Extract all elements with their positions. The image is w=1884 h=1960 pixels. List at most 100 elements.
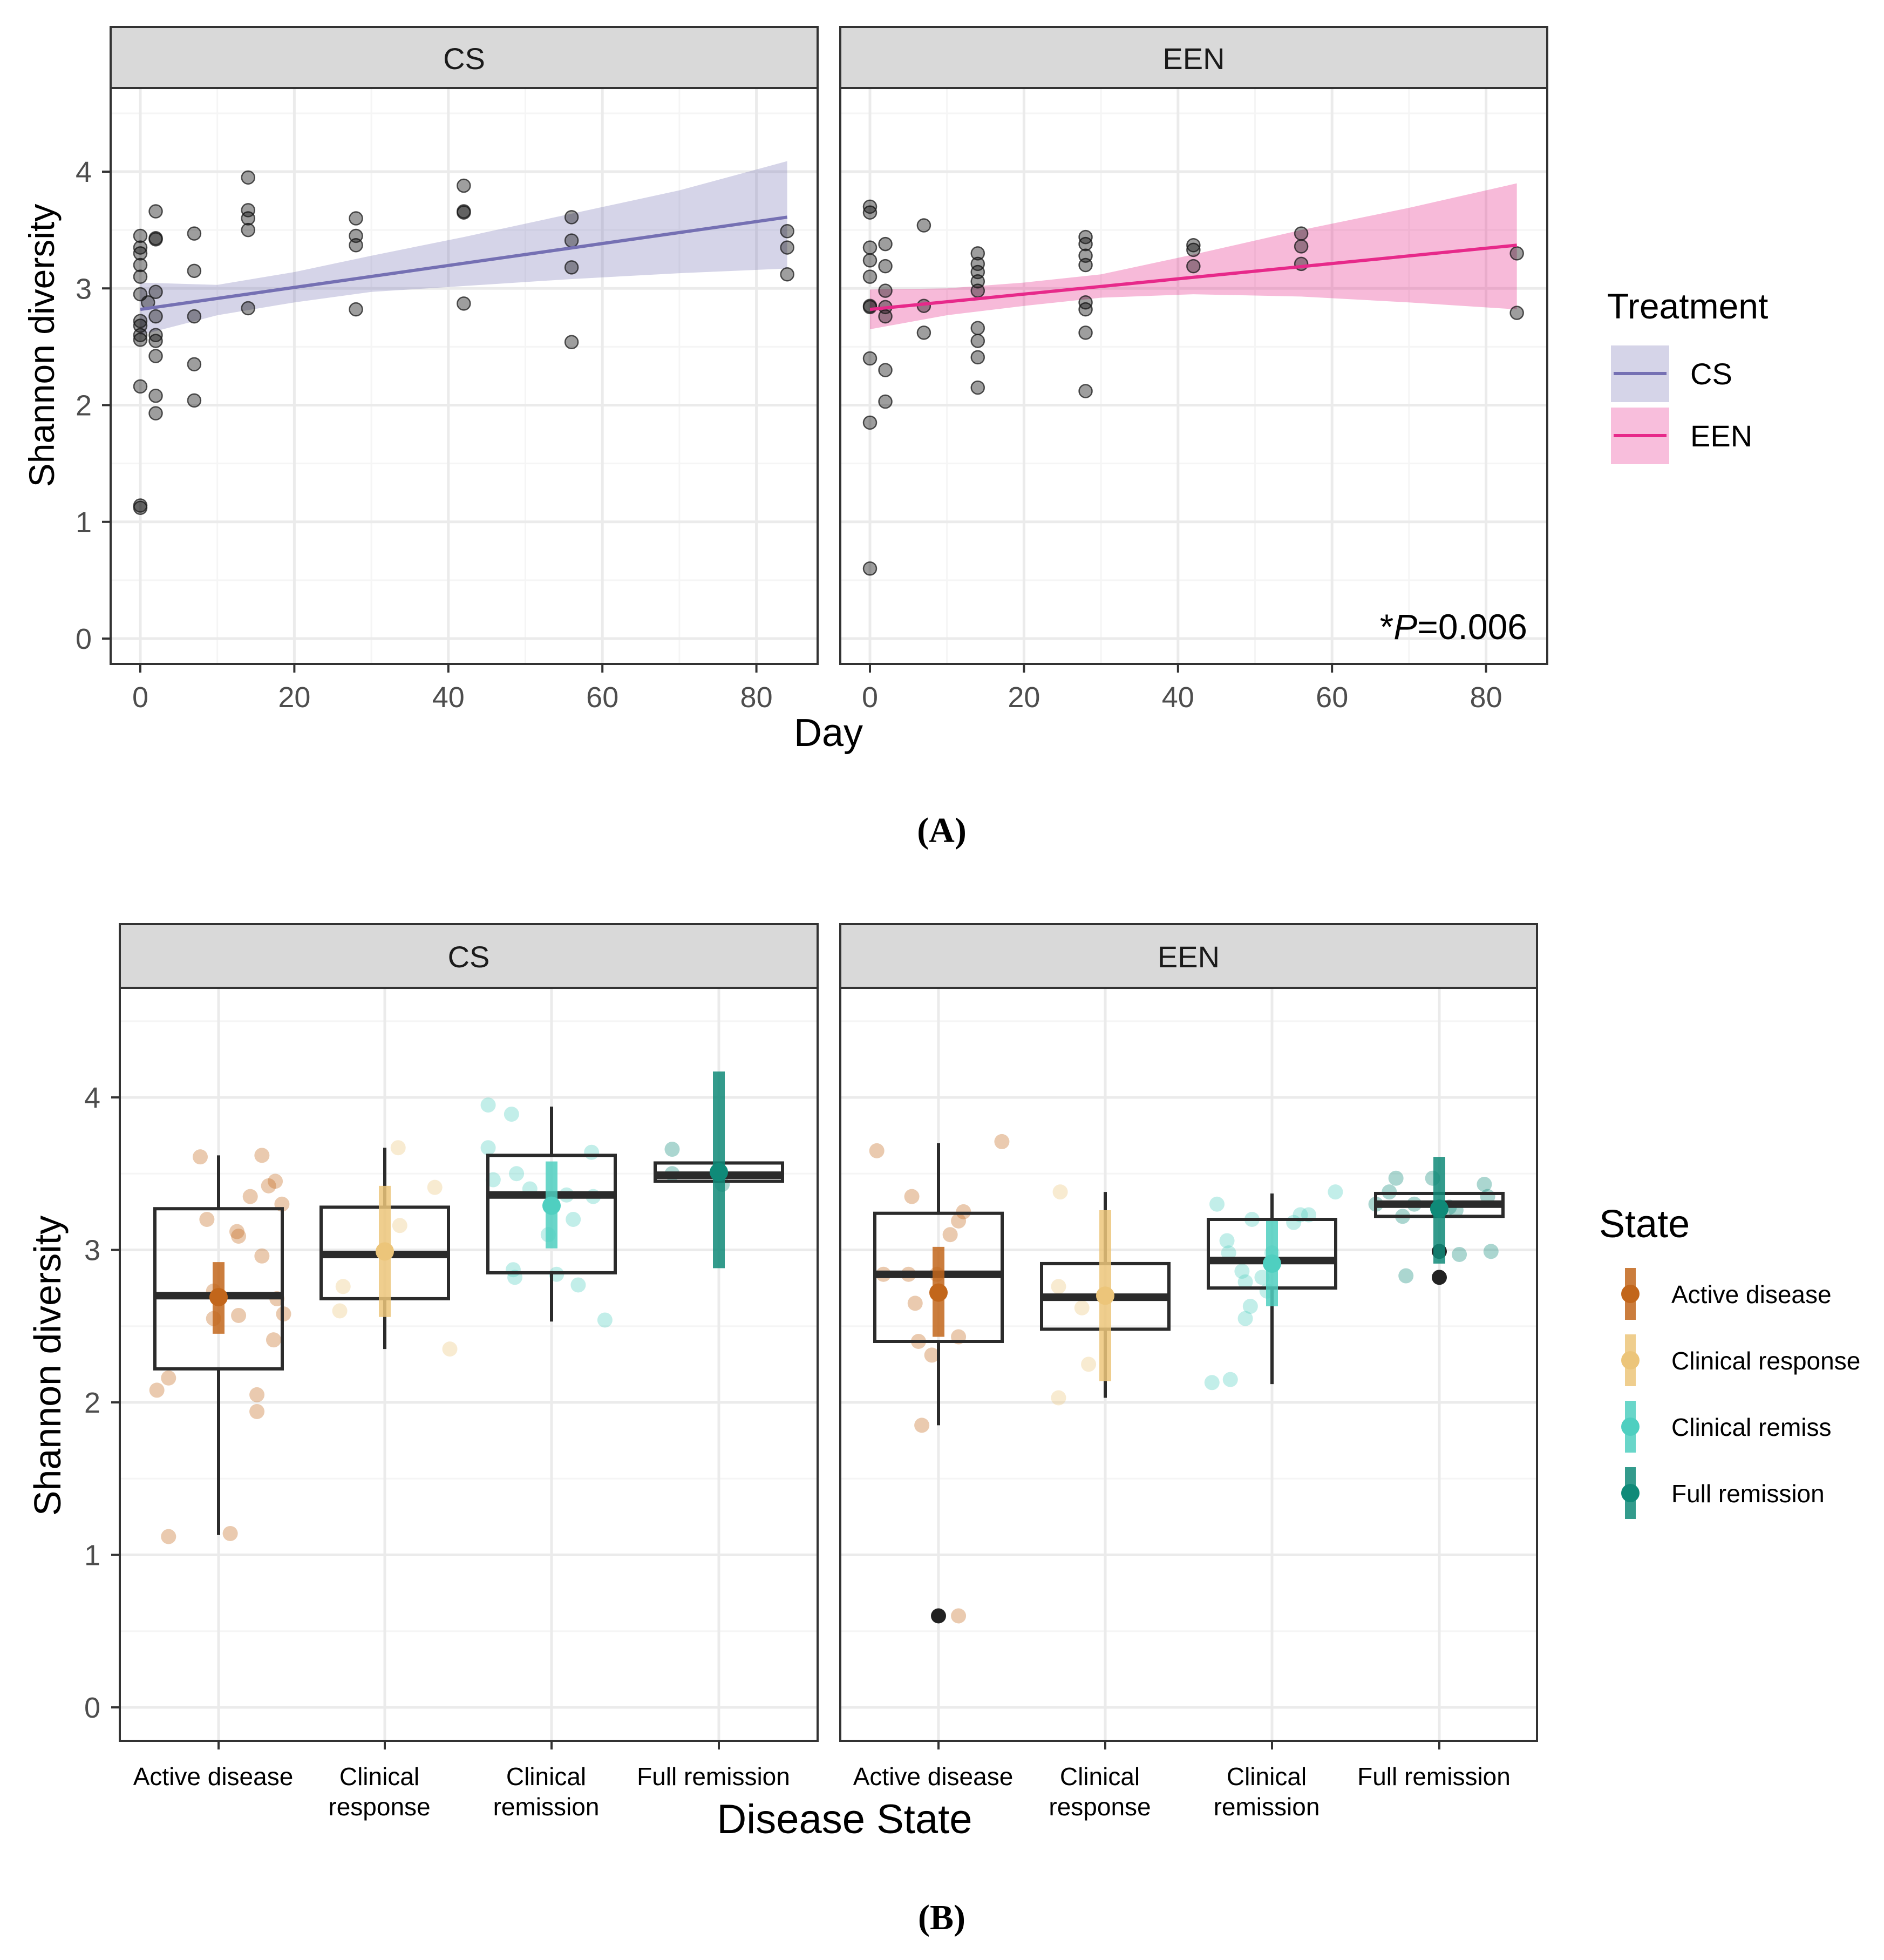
data-point xyxy=(148,349,163,363)
group-active-disease xyxy=(869,1134,1010,1624)
legend-label: CS xyxy=(1690,357,1732,391)
mean-point xyxy=(1263,1254,1281,1273)
data-point xyxy=(970,246,985,261)
jitter-point xyxy=(249,1403,265,1419)
jitter-point xyxy=(907,1296,923,1311)
data-point xyxy=(349,211,363,226)
jitter-point xyxy=(904,1189,920,1204)
data-point xyxy=(780,224,794,239)
group-active-disease xyxy=(149,1148,291,1544)
legend-label: Active disease xyxy=(1671,1280,1832,1308)
confidence-ribbon-cs xyxy=(140,161,787,335)
data-point xyxy=(878,394,893,409)
jitter-point xyxy=(1328,1184,1343,1200)
facet-label: CS xyxy=(443,42,485,76)
data-point xyxy=(241,170,256,185)
legend-label: Clinical remiss xyxy=(1671,1413,1831,1441)
jitter-point xyxy=(1051,1390,1066,1406)
data-point xyxy=(916,325,931,340)
jitter-point xyxy=(664,1142,680,1157)
data-point xyxy=(133,498,148,513)
y-tick-label: 2 xyxy=(76,390,92,422)
jitter-point xyxy=(1074,1300,1090,1315)
data-point xyxy=(878,236,893,252)
plot-background xyxy=(111,88,818,664)
y-tick-label: 3 xyxy=(84,1235,100,1267)
jitter-point xyxy=(193,1149,208,1165)
jitter-point xyxy=(566,1212,581,1227)
legend-label: Clinical response xyxy=(1671,1347,1860,1375)
data-point xyxy=(148,309,163,324)
jitter-point xyxy=(994,1134,1010,1149)
box xyxy=(153,1207,284,1371)
group-clinical-response xyxy=(1040,1184,1171,1406)
jitter-point xyxy=(584,1144,600,1160)
data-point xyxy=(862,269,878,284)
jitter-point xyxy=(222,1525,238,1541)
data-point xyxy=(133,257,148,273)
data-point xyxy=(564,335,579,349)
x-axis-title: Disease State xyxy=(717,1796,972,1842)
data-point xyxy=(133,379,148,394)
data-point xyxy=(1078,229,1093,245)
data-point xyxy=(780,240,794,255)
jitter-point xyxy=(505,1262,521,1278)
jitter-point xyxy=(254,1148,270,1163)
data-point xyxy=(457,178,471,193)
x-tick-label: 20 xyxy=(278,681,310,714)
legend-key-point xyxy=(1621,1418,1640,1436)
facet-label: EEN xyxy=(1162,42,1225,76)
x-tick-label-line: Clinical xyxy=(339,1762,419,1791)
jitter-point xyxy=(504,1107,519,1122)
plot-background xyxy=(120,988,818,1741)
x-tick-label: Clinical remission xyxy=(1214,1762,1320,1821)
legend-title: State xyxy=(1599,1203,1690,1246)
jitter-point xyxy=(390,1140,406,1156)
group-clinical-remission xyxy=(480,1097,617,1328)
data-point xyxy=(970,350,985,365)
jitter-point xyxy=(242,1189,258,1204)
y-tick-label: 4 xyxy=(76,156,92,188)
outlier-point xyxy=(1432,1270,1447,1285)
data-point xyxy=(862,351,878,366)
jitter-point xyxy=(254,1248,270,1264)
p-value-symbol: P xyxy=(1393,607,1417,647)
x-tick-label: 40 xyxy=(1162,681,1194,714)
x-tick-label: Clinical response xyxy=(1049,1762,1151,1821)
data-point xyxy=(133,269,148,284)
jitter-point xyxy=(442,1341,458,1357)
p-value-prefix: * xyxy=(1380,607,1394,647)
data-point xyxy=(970,256,985,272)
data-point xyxy=(133,333,148,347)
group-clinical-remission xyxy=(1204,1184,1343,1391)
data-point xyxy=(878,283,893,298)
x-tick-label: Full remission xyxy=(1357,1762,1511,1791)
jitter-point xyxy=(480,1140,496,1156)
x-tick-label: 60 xyxy=(586,681,618,714)
y-axis-title: Shannon diversity xyxy=(26,1216,69,1516)
legend-title: Treatment xyxy=(1607,286,1768,326)
jitter-point xyxy=(1221,1245,1236,1261)
data-point xyxy=(349,302,363,317)
x-tick-label-line: response xyxy=(328,1793,430,1821)
jitter-point xyxy=(1219,1233,1235,1249)
data-point xyxy=(1509,306,1524,320)
jitter-point xyxy=(161,1370,176,1386)
data-point xyxy=(862,561,878,576)
data-point xyxy=(1186,242,1201,257)
y-axis-title: Shannon diversity xyxy=(22,204,62,487)
data-point xyxy=(187,357,202,372)
mean-point xyxy=(376,1242,394,1261)
data-point xyxy=(457,204,471,219)
data-point xyxy=(878,259,893,274)
data-point xyxy=(1078,248,1093,263)
data-point xyxy=(133,240,148,255)
x-tick-label: 0 xyxy=(132,681,148,714)
facet-a-cs: CS 0 20 40 60 80 xyxy=(110,26,819,714)
jitter-point xyxy=(951,1608,967,1624)
jitter-point xyxy=(1209,1196,1225,1212)
x-tick-label: 0 xyxy=(862,681,878,714)
jitter-point xyxy=(1237,1311,1253,1326)
mean-point xyxy=(209,1288,228,1307)
x-tick-label-line: Clinical xyxy=(506,1762,586,1791)
